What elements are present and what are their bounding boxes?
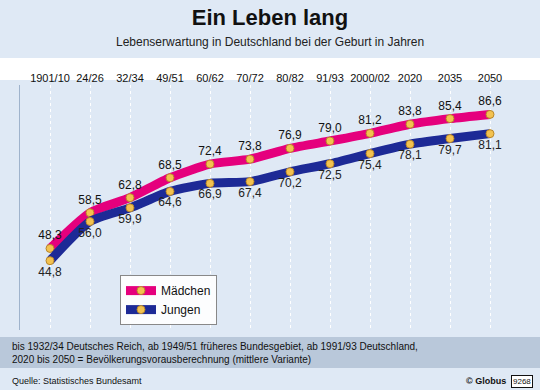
svg-text:62,8: 62,8	[118, 178, 142, 192]
svg-text:60/62: 60/62	[196, 72, 224, 84]
svg-text:2020: 2020	[398, 72, 422, 84]
svg-text:Ein Leben lang: Ein Leben lang	[192, 5, 348, 30]
svg-text:66,9: 66,9	[198, 187, 222, 201]
svg-text:Mädchen: Mädchen	[161, 284, 210, 298]
svg-text:68,5: 68,5	[158, 158, 182, 172]
svg-text:Lebenserwartung in Deutschland: Lebenserwartung in Deutschland bei der G…	[116, 35, 424, 49]
svg-text:80/82: 80/82	[276, 72, 304, 84]
svg-text:75,4: 75,4	[358, 158, 382, 172]
svg-text:81,1: 81,1	[478, 138, 502, 152]
svg-text:1901/10: 1901/10	[30, 72, 70, 84]
svg-text:79,0: 79,0	[318, 121, 342, 135]
svg-text:Quelle: Statistisches Bundesam: Quelle: Statistisches Bundesamt	[12, 376, 142, 386]
svg-text:78,1: 78,1	[398, 148, 422, 162]
svg-text:2020 bis 2050 = Bevölkerungsvo: 2020 bis 2050 = Bevölkerungsvorausberech…	[12, 354, 311, 365]
svg-text:73,8: 73,8	[238, 139, 262, 153]
svg-text:79,7: 79,7	[438, 143, 462, 157]
svg-text:70/72: 70/72	[236, 72, 264, 84]
svg-text:24/26: 24/26	[76, 72, 104, 84]
svg-text:2035: 2035	[438, 72, 462, 84]
svg-text:44,8: 44,8	[38, 265, 62, 279]
svg-text:76,9: 76,9	[278, 128, 302, 142]
svg-text:Jungen: Jungen	[161, 303, 200, 317]
svg-text:bis 1932/34 Deutsches Reich, a: bis 1932/34 Deutsches Reich, ab 1949/51 …	[12, 341, 418, 352]
svg-text:72,5: 72,5	[318, 168, 342, 182]
svg-text:58,5: 58,5	[78, 193, 102, 207]
svg-text:2000/02: 2000/02	[350, 72, 390, 84]
svg-text:2050: 2050	[478, 72, 502, 84]
svg-text:64,6: 64,6	[158, 195, 182, 209]
svg-text:91/93: 91/93	[316, 72, 344, 84]
svg-text:32/34: 32/34	[116, 72, 144, 84]
svg-text:83,8: 83,8	[398, 104, 422, 118]
svg-text:© Globus: © Globus	[466, 376, 506, 386]
svg-text:72,4: 72,4	[198, 144, 222, 158]
svg-text:49/51: 49/51	[156, 72, 184, 84]
svg-text:86,6: 86,6	[478, 94, 502, 108]
svg-text:59,9: 59,9	[118, 212, 142, 226]
svg-text:70,2: 70,2	[278, 176, 302, 190]
svg-text:85,4: 85,4	[438, 99, 462, 113]
svg-text:81,2: 81,2	[358, 113, 382, 127]
svg-text:48,3: 48,3	[38, 228, 62, 242]
svg-text:56,0: 56,0	[78, 226, 102, 240]
svg-text:9268: 9268	[513, 377, 531, 386]
svg-text:67,4: 67,4	[238, 186, 262, 200]
